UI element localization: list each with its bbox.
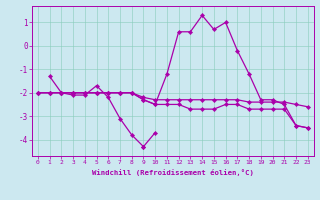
X-axis label: Windchill (Refroidissement éolien,°C): Windchill (Refroidissement éolien,°C) xyxy=(92,169,254,176)
